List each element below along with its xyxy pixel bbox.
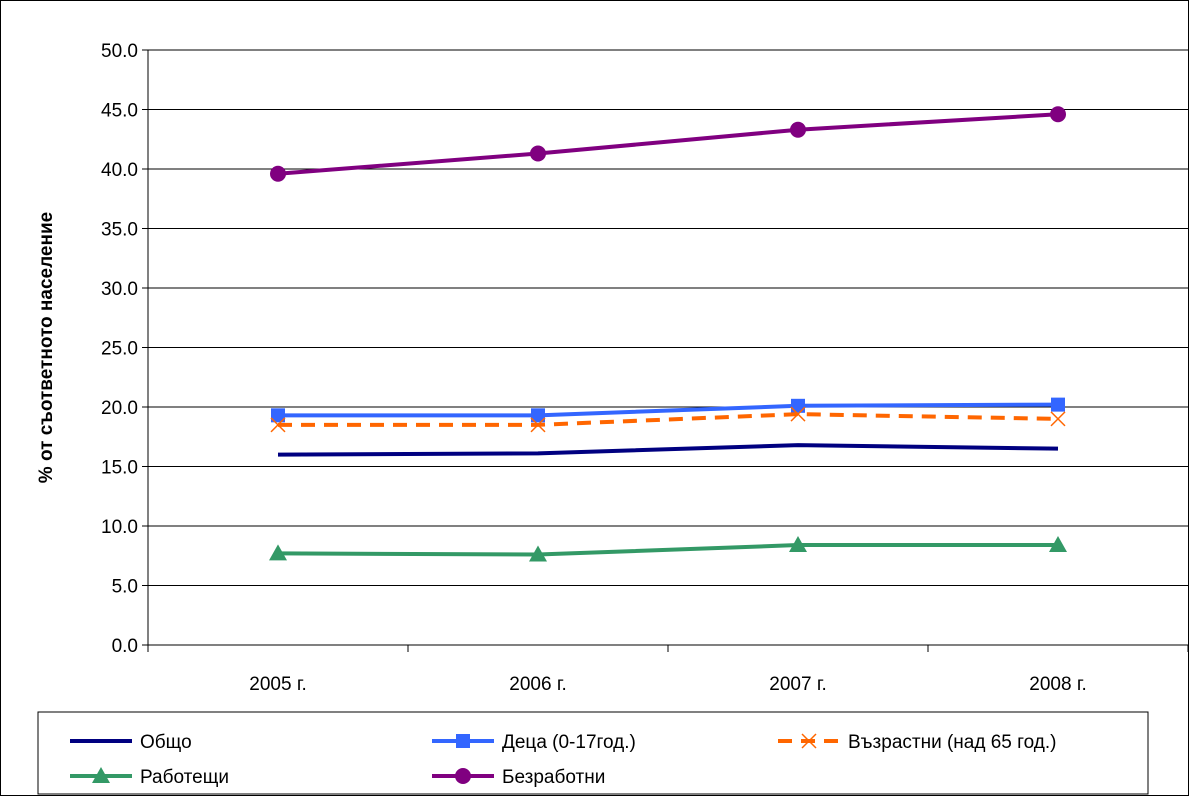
series-2-point xyxy=(530,417,546,433)
series-3-point xyxy=(1049,536,1067,553)
series-4-point xyxy=(790,121,806,138)
y-tick-label: 40.0 xyxy=(101,160,138,181)
legend xyxy=(37,711,1149,795)
x-tick-label: 2005 г. xyxy=(249,674,306,695)
y-tick-label: 10.0 xyxy=(101,517,138,538)
series-4-point xyxy=(1050,106,1066,123)
y-tick-label: 30.0 xyxy=(101,279,138,300)
y-tick-label: 5.0 xyxy=(112,577,138,598)
series-2-point xyxy=(270,417,286,433)
x-tick-label: 2006 г. xyxy=(509,674,566,695)
x-tick-label: 2008 г. xyxy=(1029,674,1086,695)
series-3-point xyxy=(269,544,287,561)
legend-label: Общо xyxy=(140,732,192,753)
legend-label: Работещи xyxy=(140,767,229,788)
series-1-point xyxy=(531,408,545,423)
series-4-point xyxy=(270,165,286,182)
series-1-line xyxy=(278,402,1059,418)
y-tick-label: 45.0 xyxy=(101,101,138,122)
y-tick-label: 20.0 xyxy=(101,398,138,419)
y-tick-label: 0.0 xyxy=(112,636,138,657)
series-3-line xyxy=(277,543,1058,557)
legend-marker xyxy=(92,767,110,783)
series-1-point xyxy=(271,408,285,423)
legend-marker xyxy=(801,733,817,749)
y-tick-label: 35.0 xyxy=(101,220,138,241)
series-0-line xyxy=(277,443,1059,457)
series-4-point xyxy=(530,145,546,162)
series-1-point xyxy=(791,398,805,413)
series-1-point xyxy=(1051,397,1065,412)
series-2-line xyxy=(278,412,1059,427)
legend-marker xyxy=(455,768,471,784)
y-tick-label: 15.0 xyxy=(101,458,138,479)
series-2-point xyxy=(790,406,806,422)
series-3-point xyxy=(789,536,807,553)
series-3-point xyxy=(529,545,547,562)
y-axis-title: % от съответното население xyxy=(36,212,57,483)
series-4-line xyxy=(277,112,1059,176)
legend-marker xyxy=(456,734,470,748)
x-tick-label: 2007 г. xyxy=(769,674,826,695)
legend-label: Безработни xyxy=(502,767,605,788)
legend-label: Деца (0-17год.) xyxy=(502,732,636,753)
y-tick-label: 50.0 xyxy=(101,41,138,62)
series-2-point xyxy=(1050,411,1066,427)
y-tick-label: 25.0 xyxy=(101,339,138,360)
legend-label: Възрастни (над 65 год.) xyxy=(848,732,1057,753)
